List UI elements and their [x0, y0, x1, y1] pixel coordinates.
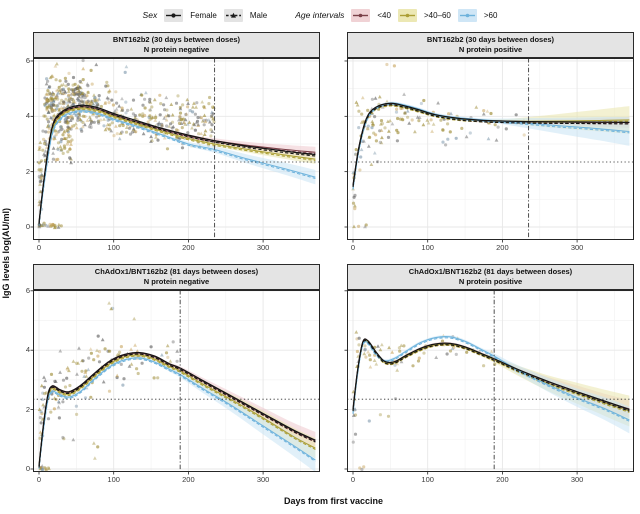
y-axis-title: IgG levels log(AU/ml)	[1, 208, 11, 299]
legend-bar: Sex Female Male Age intervals <40 >40–60…	[0, 3, 640, 27]
legend-key-female-icon	[164, 8, 184, 22]
legend-title-sex: Sex	[142, 10, 158, 20]
panel-title-strip: ChAdOx1/BNT162b2 (81 days between doses)…	[33, 264, 320, 290]
legend-label-female: Female	[190, 10, 217, 20]
y-tick-label: 2	[25, 166, 30, 176]
x-tick-label: 200	[182, 243, 195, 252]
legend-label-age-lt40: <40	[377, 10, 391, 20]
y-tick-label: 0	[25, 464, 30, 473]
legend-key-age-lt40-icon	[351, 8, 371, 22]
y-tick-label: 6	[25, 55, 30, 65]
y-tick-label: 6	[25, 285, 30, 295]
x-tick-label: 100	[107, 243, 120, 252]
x-tick-label: 300	[570, 475, 584, 484]
y-tick-label: 4	[25, 111, 30, 121]
panel-plot-area	[344, 58, 634, 243]
legend-label-male: Male	[249, 10, 268, 20]
y-tick-label: 2	[25, 404, 30, 414]
x-tick-label: 200	[496, 243, 509, 252]
x-tick-label: 0	[350, 243, 356, 252]
legend-label-age-40-60: >40–60	[423, 10, 451, 20]
x-tick-label: 200	[496, 475, 509, 484]
legend-key-age-gt60-icon	[457, 8, 477, 22]
x-tick-label: 300	[570, 243, 584, 252]
legend-label-age-gt60: >60	[483, 10, 498, 20]
panel-title-line1: ChAdOx1/BNT162b2 (81 days between doses)	[408, 267, 573, 277]
x-tick-label: 100	[421, 475, 434, 484]
x-tick-label: 300	[256, 243, 270, 252]
y-tick-label: 0	[25, 222, 30, 231]
panel-title-strip: BNT162b2 (30 days between doses) N prote…	[33, 32, 320, 58]
y-tick-label: 4	[25, 345, 30, 355]
panel-title-strip: ChAdOx1/BNT162b2 (81 days between doses)…	[347, 264, 634, 290]
x-tick-label: 200	[182, 475, 195, 484]
legend-key-male-icon	[223, 8, 243, 22]
panel-chadox1-n-positive: ChAdOx1/BNT162b2 (81 days between doses)…	[344, 264, 634, 484]
panel-title-line2: N protein negative	[143, 277, 210, 286]
panel-title-line2: N protein negative	[143, 45, 210, 54]
panel-bnt162b2-n-positive: BNT162b2 (30 days between doses) N prote…	[344, 32, 634, 252]
panel-title-line1: BNT162b2 (30 days between doses)	[112, 35, 241, 45]
panel-plot-area	[344, 290, 634, 475]
legend-key-age-40-60-icon	[397, 8, 417, 22]
x-tick-label: 0	[36, 475, 42, 484]
x-tick-label: 0	[36, 243, 42, 252]
x-tick-label: 0	[350, 475, 356, 484]
x-tick-label: 300	[256, 475, 270, 484]
panel-title-line1: ChAdOx1/BNT162b2 (81 days between doses)	[94, 267, 259, 277]
panel-plot-area	[30, 290, 320, 475]
panel-bnt162b2-n-negative: BNT162b2 (30 days between doses) N prote…	[26, 32, 320, 252]
panel-title-line1: BNT162b2 (30 days between doses)	[426, 35, 555, 45]
panel-chadox1-n-negative: ChAdOx1/BNT162b2 (81 days between doses)…	[26, 264, 320, 484]
panel-title-line2: N protein positive	[458, 45, 523, 54]
legend-title-age: Age intervals	[295, 10, 345, 20]
panel-plot-area	[30, 58, 320, 243]
x-axis-title: Days from first vaccine	[283, 496, 384, 506]
x-tick-label: 100	[421, 243, 434, 252]
panel-title-line2: N protein positive	[458, 277, 523, 286]
x-tick-label: 100	[107, 475, 120, 484]
panel-title-strip: BNT162b2 (30 days between doses) N prote…	[347, 32, 634, 58]
